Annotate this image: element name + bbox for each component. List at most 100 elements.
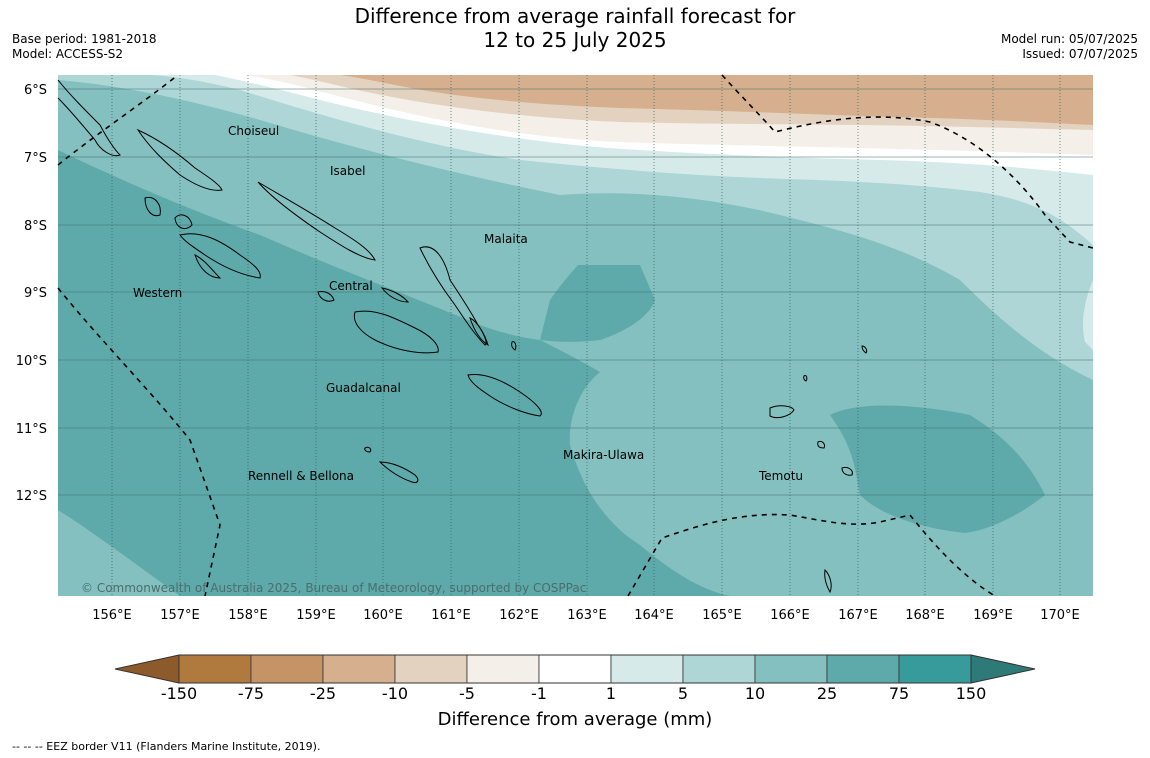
region-label-guadalcanal: Guadalcanal bbox=[326, 381, 401, 395]
vella-lavella bbox=[144, 196, 161, 217]
region-label-isabel: Isabel bbox=[330, 164, 365, 178]
lon-label: 160°E bbox=[363, 608, 403, 623]
region-label-temotu: Temotu bbox=[758, 469, 803, 483]
eez-footnote: -- -- -- EEZ border V11 (Flanders Marine… bbox=[12, 740, 321, 753]
small-malaita bbox=[469, 317, 489, 347]
colorbar-tick-label: -5 bbox=[459, 684, 475, 703]
colorbar-tick-label: -25 bbox=[310, 684, 336, 703]
region-labels: Choiseul Isabel Malaita Western Central … bbox=[133, 124, 803, 483]
colorbar: -150 -75 -25 -10 -5 -1 1 5 10 25 75 150 bbox=[114, 654, 1036, 703]
lon-label: 167°E bbox=[838, 608, 878, 623]
band-25-75-main bbox=[58, 150, 730, 596]
lat-label: 6°S bbox=[24, 83, 47, 98]
colorbar-cell bbox=[322, 654, 396, 684]
copyright-text: © Commonwealth of Australia 2025, Bureau… bbox=[81, 581, 586, 595]
lat-label: 12°S bbox=[16, 489, 47, 504]
bougainville bbox=[57, 79, 121, 157]
colorbar-title: Difference from average (mm) bbox=[437, 709, 713, 730]
colorbar-cell bbox=[178, 654, 252, 684]
kolombangara bbox=[174, 214, 193, 229]
malaita-island bbox=[419, 246, 487, 346]
tikopia-island bbox=[841, 467, 853, 476]
meta-left: Base period: 1981-2018 Model: ACCESS-S2 bbox=[12, 32, 157, 62]
colorbar-tick-label: -150 bbox=[161, 684, 197, 703]
duff-islands bbox=[803, 375, 808, 382]
bellona-island bbox=[364, 446, 372, 453]
base-period: Base period: 1981-2018 bbox=[12, 32, 157, 46]
issued-date: Issued: 07/07/2025 bbox=[1022, 47, 1138, 61]
model-name: Model: ACCESS-S2 bbox=[12, 47, 124, 61]
colorbar-cell bbox=[754, 654, 828, 684]
colorbar-cell bbox=[826, 654, 900, 684]
colorbar-tick-label: -10 bbox=[382, 684, 408, 703]
colorbar-tick-label: -75 bbox=[238, 684, 264, 703]
lon-label: 159°E bbox=[296, 608, 336, 623]
model-run: Model run: 05/07/2025 bbox=[1000, 32, 1138, 46]
colorbar-cell bbox=[682, 654, 756, 684]
latitude-labels: 6°S 7°S 8°S 9°S 10°S 11°S 12°S bbox=[16, 83, 47, 504]
coastlines bbox=[57, 79, 868, 594]
colorbar-cell bbox=[466, 654, 540, 684]
lat-label: 11°S bbox=[16, 422, 47, 437]
rennell-island bbox=[378, 461, 419, 483]
band-25-75-east bbox=[830, 405, 1045, 533]
new-georgia bbox=[179, 233, 261, 279]
russell-islands bbox=[380, 287, 410, 303]
colorbar-cell bbox=[538, 654, 612, 684]
band-minus25-minus10 bbox=[340, 75, 1093, 125]
colorbar-cell bbox=[898, 654, 972, 684]
makira-island bbox=[467, 373, 542, 417]
band-1-5-east bbox=[1082, 280, 1093, 350]
map-title: Difference from average rainfall forecas… bbox=[0, 4, 1150, 52]
longitude-labels: 156°E 157°E 158°E 159°E 160°E 161°E 162°… bbox=[92, 608, 1080, 623]
colorbar-tick-label: -1 bbox=[531, 684, 547, 703]
region-label-makira-ulawa: Makira-Ulawa bbox=[563, 448, 644, 462]
region-label-western: Western bbox=[133, 286, 182, 300]
lon-label: 161°E bbox=[431, 608, 471, 623]
lat-label: 10°S bbox=[16, 354, 47, 369]
isabel-island bbox=[257, 181, 376, 261]
region-label-malaita: Malaita bbox=[484, 232, 528, 246]
meta-right: Model run: 05/07/2025 Issued: 07/07/2025 bbox=[1001, 32, 1138, 62]
lon-label: 164°E bbox=[634, 608, 674, 623]
nendo-island bbox=[769, 405, 795, 419]
choiseul-island bbox=[136, 128, 223, 191]
band-10-25-corner bbox=[58, 510, 180, 596]
ulawa-island bbox=[511, 341, 517, 351]
forecast-field bbox=[58, 75, 1093, 596]
region-label-rennell-bellona: Rennell & Bellona bbox=[248, 469, 354, 483]
colorbar-tick-label: 75 bbox=[889, 684, 909, 703]
colorbar-tick-label: 10 bbox=[745, 684, 765, 703]
title-line-1: Difference from average rainfall forecas… bbox=[354, 4, 796, 28]
nggela-islands bbox=[317, 291, 335, 302]
colorbar-tick-label: 25 bbox=[817, 684, 837, 703]
colorbar-cell bbox=[610, 654, 684, 684]
colorbar-cell bbox=[394, 654, 468, 684]
colorbar-over-arrow bbox=[970, 654, 1036, 684]
colorbar-cell bbox=[250, 654, 324, 684]
lon-label: 170°E bbox=[1040, 608, 1080, 623]
lat-label: 7°S bbox=[24, 151, 47, 166]
colorbar-tick-label: 5 bbox=[678, 684, 688, 703]
vanikoro-island bbox=[817, 441, 825, 449]
eez-border bbox=[57, 74, 1094, 597]
lon-label: 158°E bbox=[228, 608, 268, 623]
lon-label: 165°E bbox=[702, 608, 742, 623]
region-label-central: Central bbox=[329, 279, 373, 293]
latitude-lines bbox=[58, 88, 1093, 496]
reef-islands bbox=[861, 345, 868, 354]
lat-label: 8°S bbox=[24, 219, 47, 234]
lon-label: 162°E bbox=[499, 608, 539, 623]
lon-label: 157°E bbox=[160, 608, 200, 623]
guadalcanal-island bbox=[353, 310, 439, 354]
colorbar-under-arrow bbox=[114, 654, 180, 684]
colorbar-tick-label: 150 bbox=[956, 684, 987, 703]
title-line-2: 12 to 25 July 2025 bbox=[483, 28, 667, 52]
lon-label: 169°E bbox=[973, 608, 1013, 623]
lon-label: 166°E bbox=[770, 608, 810, 623]
lon-label: 168°E bbox=[905, 608, 945, 623]
lon-label: 163°E bbox=[567, 608, 607, 623]
southern-islet bbox=[824, 568, 832, 594]
rendova bbox=[194, 254, 222, 279]
